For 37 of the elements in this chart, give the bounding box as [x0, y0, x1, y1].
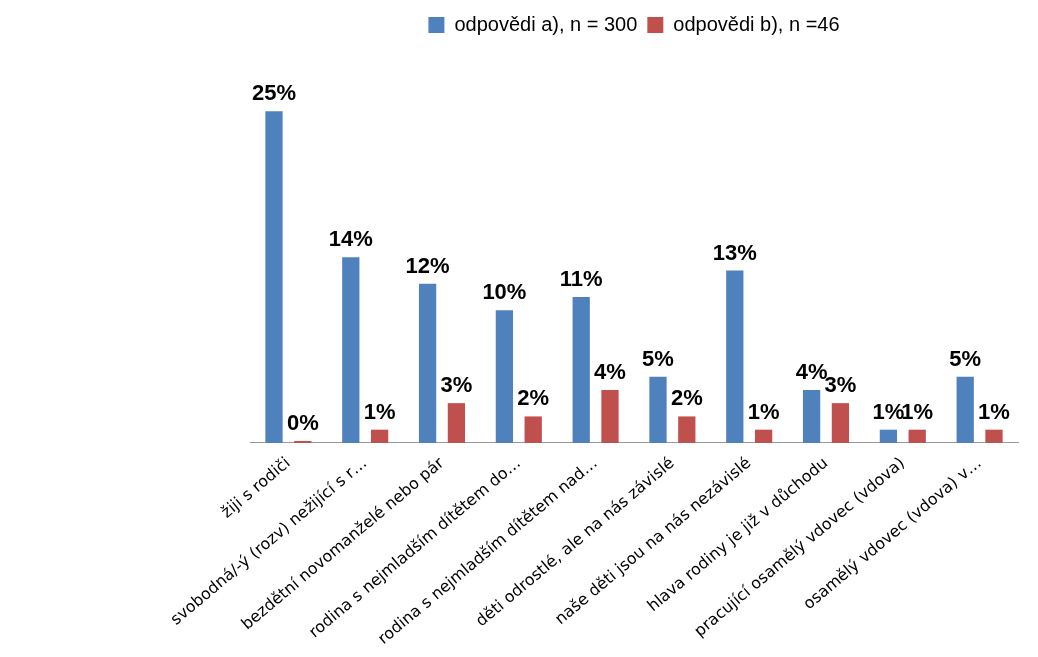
bar — [370, 429, 389, 443]
bar — [601, 389, 619, 443]
bar — [956, 376, 974, 443]
bar — [802, 389, 821, 443]
bar — [908, 429, 926, 443]
data-label: 14% — [328, 226, 373, 252]
bar — [754, 429, 773, 443]
legend-label: odpovědi a), n = 300 — [454, 12, 638, 35]
data-label: 0% — [286, 410, 319, 436]
data-label: 11% — [559, 266, 603, 292]
data-label: 1% — [978, 398, 1010, 424]
bar — [524, 416, 542, 443]
data-label: 10% — [482, 279, 527, 305]
data-label: 13% — [712, 239, 757, 265]
bar — [495, 310, 514, 443]
bar — [831, 403, 850, 443]
bar — [447, 403, 466, 443]
bar — [342, 257, 360, 443]
data-label: 5% — [949, 345, 982, 371]
data-label: 3% — [440, 372, 473, 398]
bar — [678, 416, 696, 443]
data-label: 4% — [594, 358, 626, 384]
data-label: 1% — [747, 398, 780, 424]
bar — [985, 429, 1003, 443]
bar — [726, 270, 744, 443]
data-label: 2% — [670, 385, 703, 411]
data-label: 25% — [251, 80, 297, 106]
data-label: 2% — [517, 385, 550, 411]
bar — [879, 429, 898, 443]
bar — [649, 376, 667, 443]
legend-label: odpovědi b), n =46 — [673, 12, 840, 35]
data-label: 12% — [405, 252, 450, 278]
bar — [265, 111, 283, 443]
data-label: 1% — [363, 398, 396, 424]
bar — [418, 283, 437, 443]
bar — [572, 297, 590, 443]
data-label: 5% — [642, 345, 674, 371]
